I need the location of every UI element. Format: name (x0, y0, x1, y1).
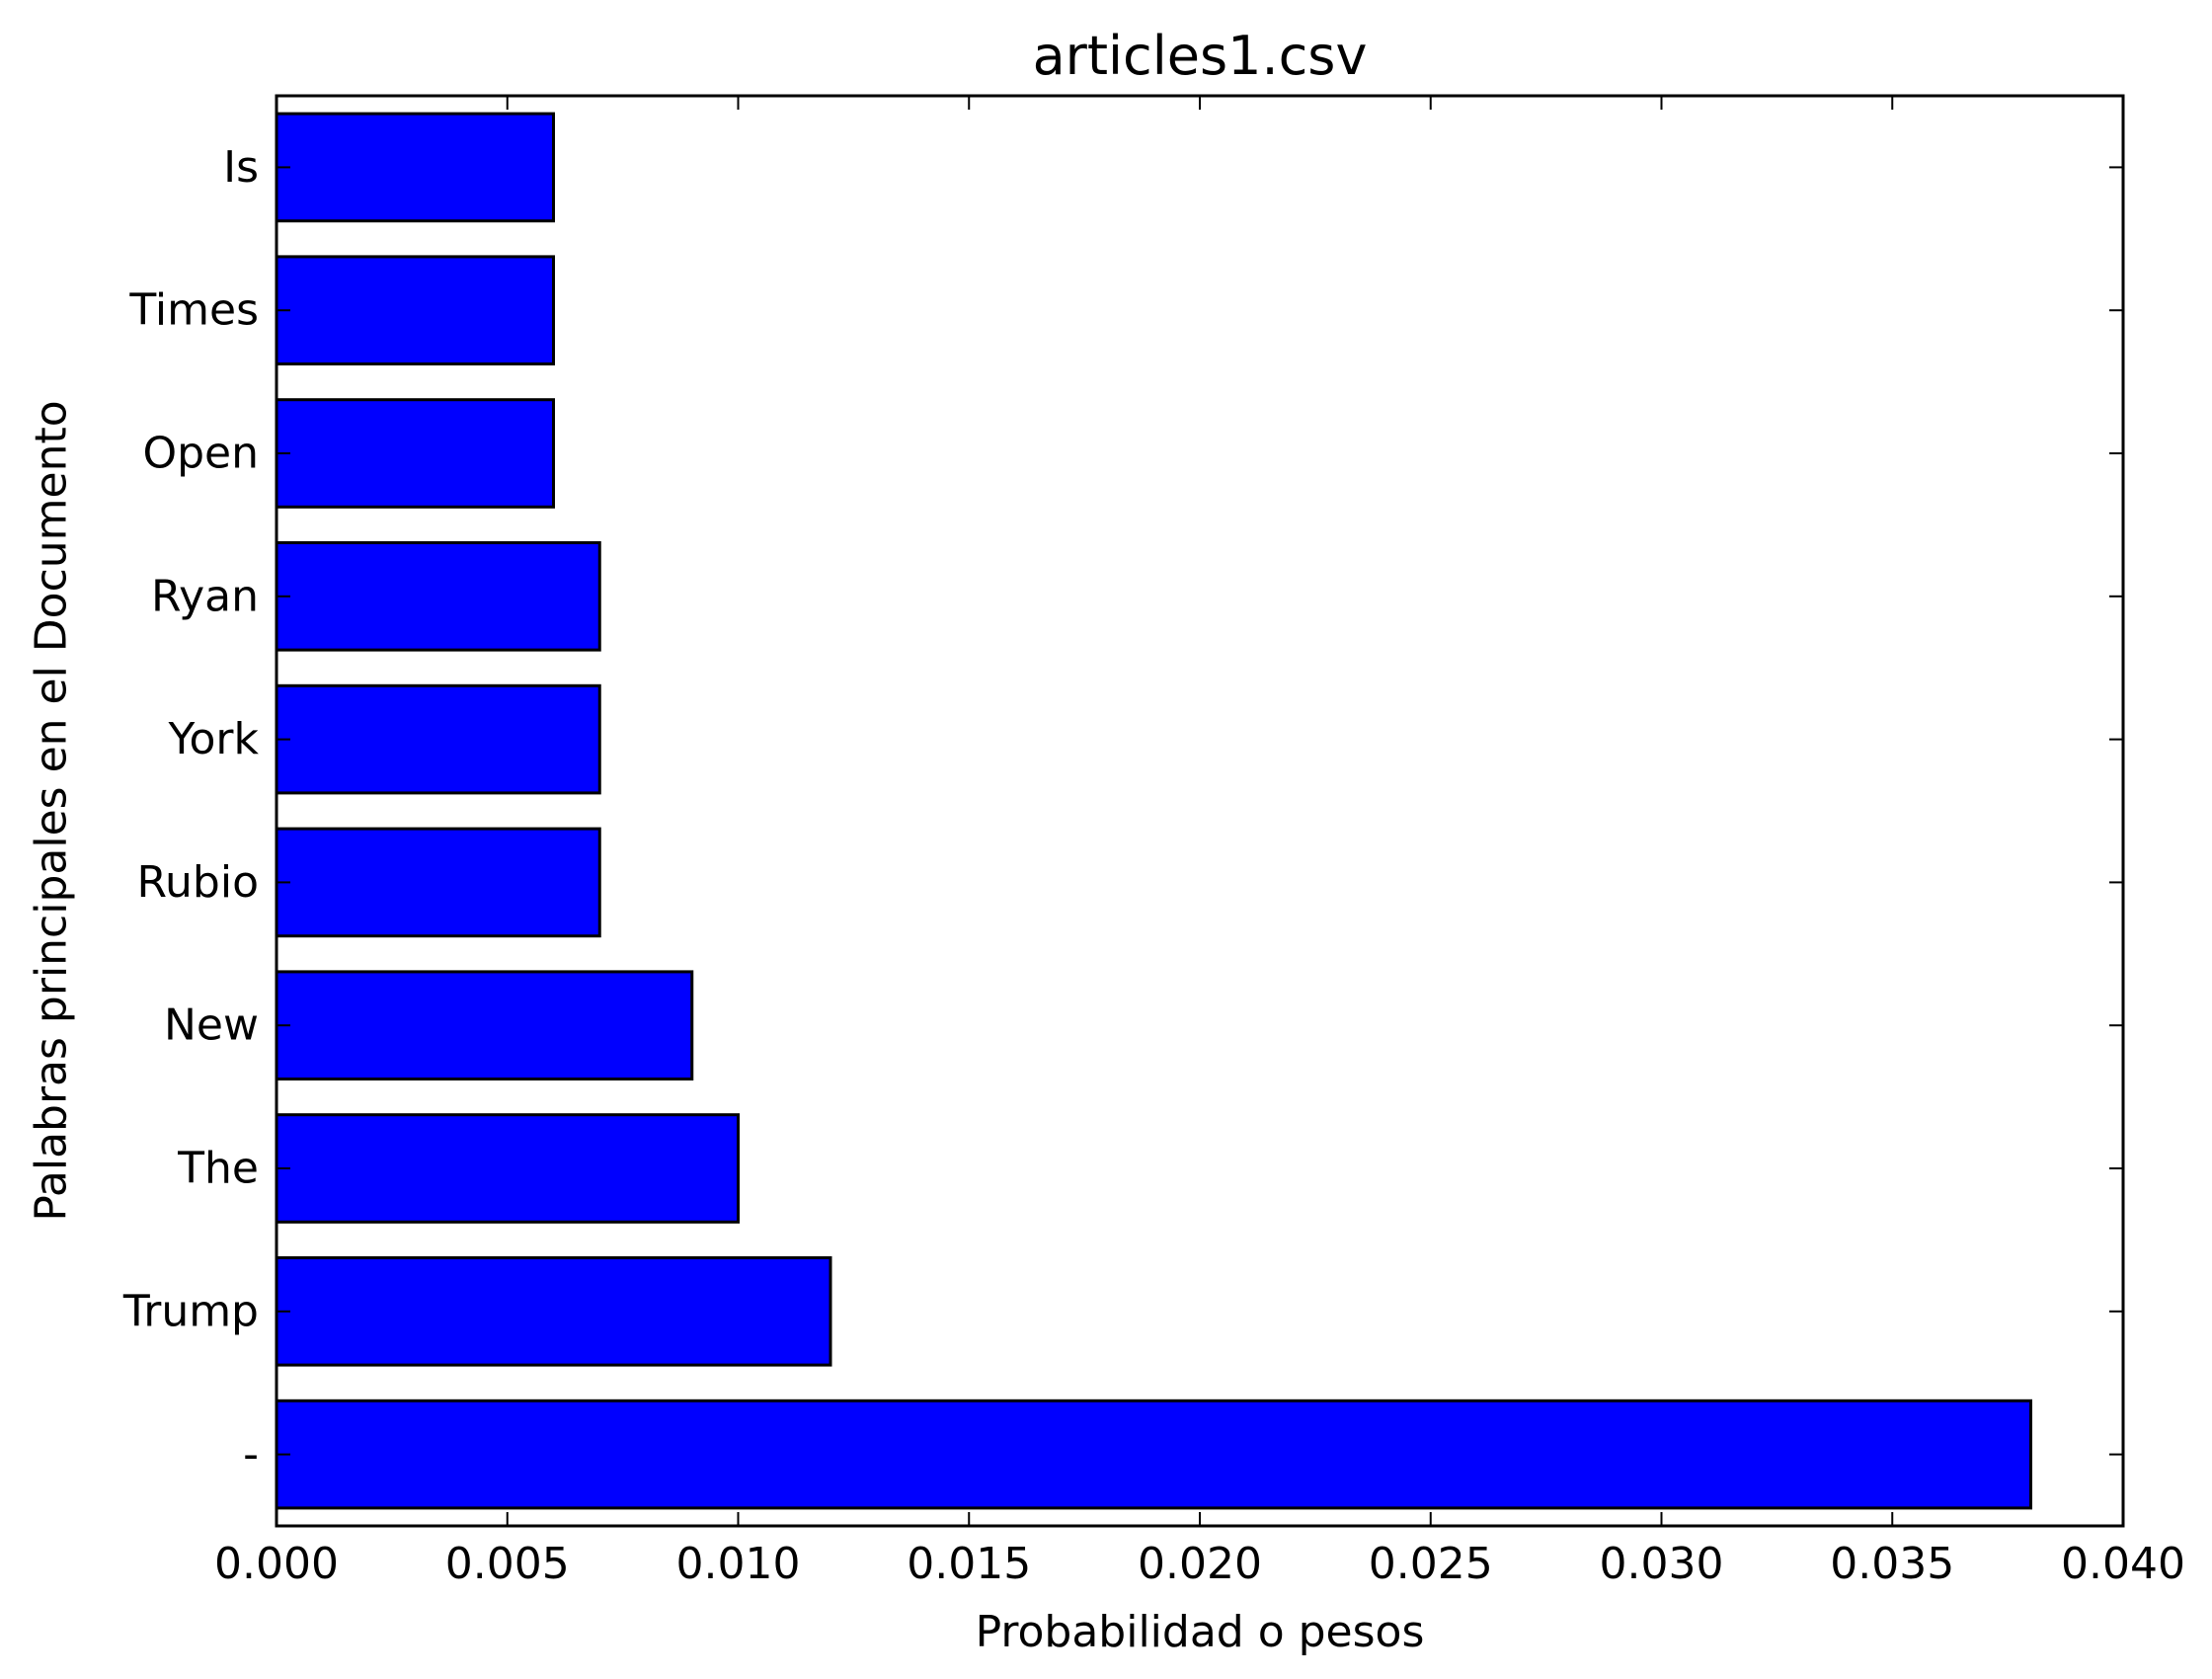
y-tick-label: Times (128, 285, 259, 336)
x-tick-label: 0.020 (1138, 1539, 1262, 1589)
x-tick-label: 0.035 (1830, 1539, 1954, 1589)
bar-new (275, 970, 694, 1081)
x-tick-label: 0.040 (2061, 1539, 2185, 1589)
bar-is (275, 112, 555, 223)
y-axis-label: Palabras principales en el Documento (27, 400, 77, 1221)
y-tick-label: Open (142, 429, 259, 479)
y-tick-label: Trump (122, 1286, 259, 1336)
bar-times (275, 255, 555, 365)
bar-ryan (275, 541, 601, 652)
bars-group (275, 112, 2032, 1510)
y-tick-label: York (167, 714, 259, 764)
plot-frame (275, 94, 2125, 1528)
y-tick-label: Ryan (151, 571, 259, 621)
x-tick-label: 0.000 (214, 1539, 339, 1589)
bar-rubio (275, 827, 601, 938)
x-tick-label: 0.025 (1369, 1539, 1493, 1589)
bar-york (275, 683, 601, 795)
x-tick-label: 0.005 (445, 1539, 570, 1589)
x-tick-label: 0.010 (676, 1539, 801, 1589)
x-tick-label: 0.030 (1600, 1539, 1724, 1589)
bar-open (275, 398, 555, 509)
x-axis-label: Probabilidad o pesos (976, 1607, 1425, 1657)
bar-dash (275, 1399, 2032, 1510)
y-tick-label: The (177, 1144, 259, 1194)
x-tick-label: 0.015 (907, 1539, 1031, 1589)
y-tick-label: New (164, 1000, 259, 1051)
y-tick-label: Is (223, 142, 259, 193)
y-tick-label: Rubio (136, 857, 259, 908)
ticks-group: - Trump The New Rubio York Ryan Open Times Is 0.00… (122, 96, 2185, 1589)
chart-title: articles1.csv (1033, 25, 1368, 87)
y-tick-label: - (243, 1429, 259, 1479)
bar-the (275, 1113, 740, 1224)
bar-trump (275, 1256, 832, 1367)
